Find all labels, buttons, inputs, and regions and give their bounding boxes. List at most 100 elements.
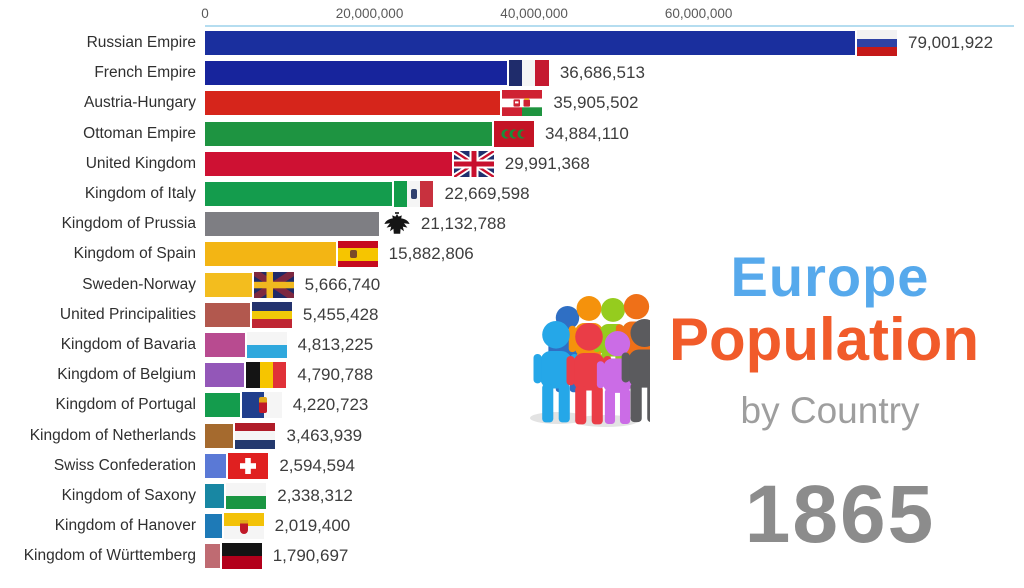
value-label: 36,686,513	[559, 63, 645, 83]
country-label: Kingdom of Saxony	[61, 487, 196, 505]
austria-hungary-flag	[502, 90, 543, 117]
country-label: Sweden-Norway	[82, 275, 196, 293]
population-bar	[205, 121, 492, 146]
population-bar	[205, 182, 392, 207]
axis-line	[205, 25, 1014, 27]
population-bar	[205, 242, 336, 267]
bar-row: Kingdom of Saxony 2,338,312	[0, 481, 1024, 511]
country-label: Kingdom of Belgium	[57, 366, 196, 384]
country-label: Kingdom of Italy	[84, 185, 196, 203]
value-label: 34,884,110	[545, 123, 629, 143]
population-bar	[205, 272, 252, 297]
population-bar	[205, 514, 222, 539]
bar-row: Kingdom of Prussia 21,132,788	[0, 209, 1024, 239]
value-label: 79,001,922	[907, 33, 994, 53]
population-bar	[205, 393, 240, 418]
sweden-norway-flag	[253, 271, 294, 298]
bar-row: Swiss Confederation 2,594,594	[0, 451, 1024, 481]
bar-row: Kingdom of Hanover 2,019,400	[0, 511, 1024, 541]
value-label: 15,882,806	[388, 244, 474, 264]
country-label: Kingdom of Portugal	[55, 396, 196, 414]
population-bar	[205, 453, 227, 478]
title-europe: Europe	[730, 245, 930, 308]
value-label: 3,463,939	[286, 425, 363, 445]
axis-tick-label: 40,000,000	[500, 6, 568, 21]
country-label: Kingdom of Württemberg	[23, 547, 196, 565]
population-bar	[205, 31, 855, 56]
country-label: French Empire	[94, 64, 196, 82]
bar-row: Sweden-Norway 5,666,740	[0, 270, 1024, 300]
bar-row: Kingdom of Belgium 4,790,788	[0, 360, 1024, 390]
population-bar	[205, 363, 245, 388]
country-label: Russian Empire	[86, 34, 196, 52]
x-axis: 0 20,000,000 40,000,000 60,000,000	[0, 0, 1024, 28]
country-label: Austria-Hungary	[84, 94, 196, 112]
country-label: Kingdom of Prussia	[61, 215, 196, 233]
bar-row: Russian Empire 79,001,922	[0, 28, 1024, 58]
value-label: 35,905,502	[553, 93, 639, 113]
bavaria-flag	[246, 332, 287, 359]
wurttemberg-flag	[221, 543, 262, 570]
country-label: United Kingdom	[85, 154, 196, 172]
title-by-country: by Country	[740, 390, 920, 431]
country-label: Kingdom of Hanover	[54, 517, 196, 535]
value-label: 21,132,788	[420, 214, 506, 234]
year-display: 1865	[744, 469, 936, 560]
bar-row: United Principalities 5,455,428	[0, 300, 1024, 330]
netherlands-flag	[235, 422, 276, 449]
country-label: Swiss Confederation	[53, 456, 196, 474]
value-label: 4,790,788	[297, 365, 374, 385]
population-bar	[205, 484, 225, 509]
bar-row: Austria-Hungary 35,905,502	[0, 88, 1024, 118]
value-label: 29,991,368	[504, 153, 590, 173]
bar-row: Kingdom of Italy 22,669,598	[0, 179, 1024, 209]
bar-row: Kingdom of Netherlands 3,463,939	[0, 421, 1024, 451]
saxony-flag	[226, 483, 267, 510]
value-label: 1,790,697	[272, 546, 349, 566]
title-population: Population	[669, 306, 979, 373]
country-label: Kingdom of Bavaria	[60, 336, 196, 354]
value-label: 4,813,225	[297, 335, 374, 355]
population-bar	[205, 151, 452, 176]
country-label: Ottoman Empire	[83, 124, 196, 142]
spain-flag	[337, 241, 378, 268]
bar-row: Kingdom of Spain 15,882,806	[0, 239, 1024, 269]
united-kingdom-flag	[453, 150, 494, 177]
country-label: United Principalities	[59, 305, 196, 323]
portugal-flag	[241, 392, 282, 419]
country-label: Kingdom of Netherlands	[29, 426, 196, 444]
people-group-icon	[530, 294, 650, 427]
bar-row: Ottoman Empire 34,884,110	[0, 119, 1024, 149]
united-principalities-flag	[251, 301, 292, 328]
axis-tick-label: 20,000,000	[335, 6, 404, 21]
bar-row: Kingdom of Württemberg 1,790,697	[0, 541, 1024, 571]
population-bar	[205, 333, 245, 358]
population-bar	[205, 212, 379, 237]
belgium-flag	[246, 362, 287, 389]
population-bar	[205, 423, 234, 448]
prussia-eagle	[384, 211, 410, 237]
bar-row: United Kingdom 29,991,368	[0, 149, 1024, 179]
italy-flag	[393, 181, 434, 208]
ottoman-flag	[494, 120, 534, 147]
country-label: Kingdom of Spain	[73, 245, 196, 263]
value-label: 5,455,428	[302, 304, 379, 324]
value-label: 2,594,594	[279, 455, 355, 475]
population-bar	[205, 302, 250, 327]
value-label: 2,019,400	[274, 516, 351, 536]
population-bar	[205, 544, 220, 569]
bar-row: French Empire 36,686,513	[0, 58, 1024, 88]
population-bar	[205, 61, 507, 86]
hanover-flag	[223, 513, 264, 540]
switzerland-flag	[228, 452, 269, 479]
bar-row: Kingdom of Portugal 4,220,723	[0, 390, 1024, 420]
russia-flag	[856, 30, 897, 57]
axis-tick-label: 60,000,000	[664, 6, 733, 21]
france-flag	[508, 60, 549, 87]
value-label: 22,669,598	[444, 184, 530, 204]
value-label: 2,338,312	[277, 486, 353, 506]
bar-row: Kingdom of Bavaria 4,813,225	[0, 330, 1024, 360]
value-label: 4,220,723	[292, 395, 369, 415]
axis-tick-label: 0	[201, 6, 209, 21]
value-label: 5,666,740	[304, 274, 381, 294]
